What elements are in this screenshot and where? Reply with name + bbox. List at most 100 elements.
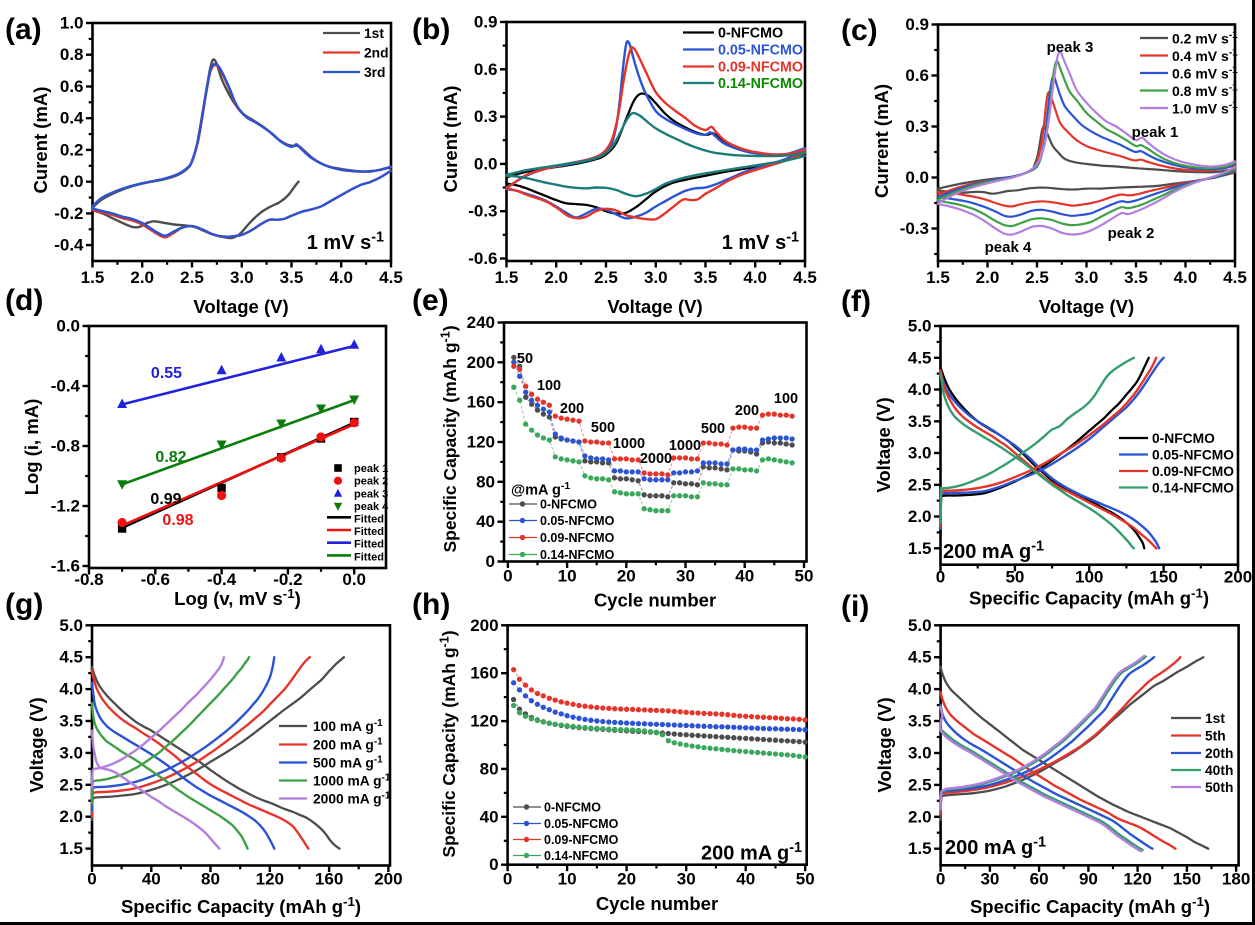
svg-text:80: 80 <box>480 759 499 778</box>
svg-text:50: 50 <box>1005 567 1024 586</box>
svg-text:3.0: 3.0 <box>230 268 254 287</box>
svg-text:-0.4: -0.4 <box>51 376 81 395</box>
svg-text:peak 1: peak 1 <box>354 463 388 475</box>
svg-text:160: 160 <box>315 869 343 888</box>
svg-text:Fitted: Fitted <box>354 551 384 563</box>
svg-text:-0.8: -0.8 <box>51 436 80 455</box>
svg-text:3.0: 3.0 <box>908 743 932 762</box>
svg-text:30: 30 <box>676 566 695 585</box>
svg-text:3.5: 3.5 <box>694 268 718 287</box>
svg-text:20: 20 <box>617 566 636 585</box>
svg-text:-0.3: -0.3 <box>900 219 929 238</box>
svg-text:90: 90 <box>1079 869 1098 888</box>
svg-text:1.5: 1.5 <box>495 268 519 287</box>
svg-text:0.05-NFCMO: 0.05-NFCMO <box>1152 448 1234 463</box>
svg-text:0.2: 0.2 <box>60 140 84 159</box>
svg-text:1 mV s-1: 1 mV s-1 <box>307 229 384 254</box>
svg-text:0.4: 0.4 <box>60 109 84 128</box>
svg-text:0.05-NFCMO: 0.05-NFCMO <box>718 43 803 59</box>
svg-text:0.6: 0.6 <box>905 66 929 85</box>
svg-text:Specific Capacity (mAh g-1): Specific Capacity (mAh g-1) <box>969 586 1209 609</box>
svg-text:3.0: 3.0 <box>644 268 668 287</box>
svg-text:0.55: 0.55 <box>151 365 182 382</box>
svg-text:0: 0 <box>489 855 498 874</box>
svg-text:2.0: 2.0 <box>976 268 1000 287</box>
svg-text:0.09-NFCMO: 0.09-NFCMO <box>544 833 619 847</box>
svg-text:(f): (f) <box>841 285 871 318</box>
svg-text:2.0: 2.0 <box>59 807 83 826</box>
svg-text:peak 2: peak 2 <box>1108 225 1155 242</box>
svg-text:2000 mA g-1: 2000 mA g-1 <box>313 790 391 806</box>
svg-text:500 mA g-1: 500 mA g-1 <box>313 754 383 770</box>
svg-text:4.0: 4.0 <box>743 268 767 287</box>
svg-text:0.14-NFCMO: 0.14-NFCMO <box>1152 481 1234 496</box>
svg-text:160: 160 <box>467 393 495 412</box>
svg-text:20: 20 <box>617 869 636 888</box>
svg-text:3.5: 3.5 <box>908 711 932 730</box>
svg-text:40th: 40th <box>1205 763 1233 778</box>
svg-text:Curent (mA): Curent (mA) <box>440 86 461 193</box>
svg-text:10: 10 <box>558 566 577 585</box>
svg-text:50: 50 <box>795 566 814 585</box>
svg-text:3rd: 3rd <box>364 65 385 80</box>
svg-text:Cycle number: Cycle number <box>596 893 718 914</box>
svg-text:Fitted: Fitted <box>354 513 384 525</box>
svg-text:0.8 mV s-1: 0.8 mV s-1 <box>1172 83 1238 99</box>
svg-text:peak 4: peak 4 <box>354 501 389 513</box>
svg-text:Cycle number: Cycle number <box>594 590 716 611</box>
svg-text:120: 120 <box>1123 869 1151 888</box>
svg-text:0.9: 0.9 <box>905 15 929 34</box>
svg-text:180: 180 <box>1222 869 1250 888</box>
svg-text:4.0: 4.0 <box>908 680 932 699</box>
svg-text:0-NFCMO: 0-NFCMO <box>1152 431 1215 446</box>
svg-text:4.5: 4.5 <box>793 268 817 287</box>
svg-text:2.5: 2.5 <box>180 268 204 287</box>
svg-text:0: 0 <box>503 566 512 585</box>
svg-text:4.5: 4.5 <box>379 268 403 287</box>
svg-text:40: 40 <box>736 869 755 888</box>
svg-text:0.98: 0.98 <box>162 512 193 529</box>
svg-text:Voltage (V): Voltage (V) <box>26 697 47 792</box>
svg-text:0: 0 <box>936 567 945 586</box>
svg-text:-0.2: -0.2 <box>273 570 302 589</box>
svg-text:200: 200 <box>560 401 584 417</box>
svg-text:50: 50 <box>796 869 815 888</box>
svg-text:3.0: 3.0 <box>59 743 83 762</box>
svg-text:240: 240 <box>467 313 495 332</box>
svg-text:3.0: 3.0 <box>1075 268 1099 287</box>
svg-text:60: 60 <box>1030 869 1049 888</box>
svg-text:80: 80 <box>201 869 220 888</box>
svg-text:150: 150 <box>1173 869 1201 888</box>
svg-text:40: 40 <box>480 807 499 826</box>
svg-text:0.99: 0.99 <box>150 491 181 508</box>
svg-text:(g): (g) <box>5 588 43 621</box>
svg-text:1 mV s-1: 1 mV s-1 <box>722 229 799 254</box>
svg-text:0.05-NFCMO: 0.05-NFCMO <box>544 817 619 831</box>
svg-text:peak 1: peak 1 <box>1132 124 1179 141</box>
svg-text:2000: 2000 <box>640 451 672 467</box>
svg-text:0.2 mV s-1: 0.2 mV s-1 <box>1172 30 1238 46</box>
svg-text:0.6: 0.6 <box>474 60 498 79</box>
svg-text:(e): (e) <box>412 284 449 317</box>
svg-text:500: 500 <box>591 420 615 436</box>
svg-text:200 mA g-1: 200 mA g-1 <box>701 840 802 865</box>
svg-text:0.09-NFCMO: 0.09-NFCMO <box>1152 464 1234 479</box>
svg-text:@mA g-1: @mA g-1 <box>511 481 570 499</box>
svg-text:4.5: 4.5 <box>59 648 83 667</box>
svg-text:1000 mA g-1: 1000 mA g-1 <box>313 772 391 788</box>
svg-text:(b): (b) <box>412 13 450 46</box>
svg-text:5th: 5th <box>1205 729 1226 744</box>
svg-text:Log (v, mV s-1): Log (v, mV s-1) <box>174 586 301 609</box>
svg-text:Voltage (V): Voltage (V) <box>193 296 288 317</box>
svg-text:-0.6: -0.6 <box>141 570 170 589</box>
svg-text:Log (i, mA): Log (i, mA) <box>21 399 42 496</box>
svg-text:500: 500 <box>701 421 725 437</box>
svg-text:1.0 mV s-1: 1.0 mV s-1 <box>1172 100 1238 116</box>
svg-text:3.5: 3.5 <box>1124 268 1148 287</box>
svg-text:10: 10 <box>558 869 577 888</box>
svg-text:0.3: 0.3 <box>905 117 929 136</box>
svg-text:0.0: 0.0 <box>474 154 498 173</box>
svg-text:200: 200 <box>467 353 495 372</box>
svg-text:100: 100 <box>537 378 561 394</box>
svg-text:5.0: 5.0 <box>908 316 932 335</box>
